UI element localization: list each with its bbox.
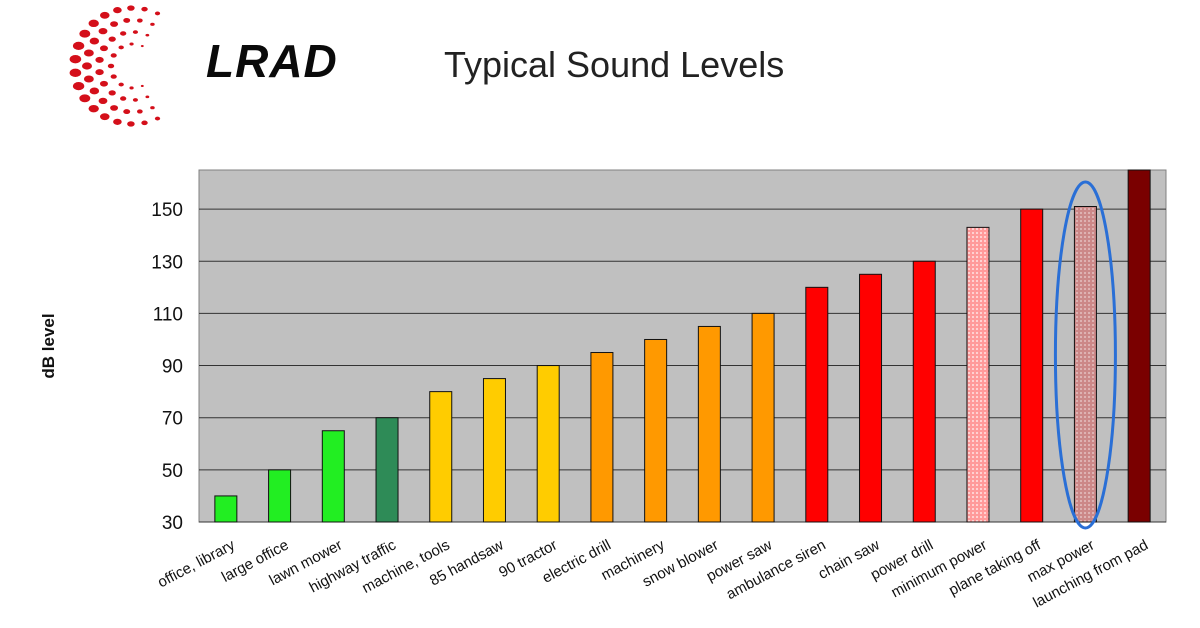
logo-dot: [123, 109, 131, 115]
logo-dot: [140, 45, 144, 48]
y-axis-label: dB level: [39, 313, 58, 378]
y-tick-label: 70: [162, 409, 183, 430]
bar: [482, 378, 506, 523]
logo-dot: [110, 105, 119, 111]
y-tick-label: 110: [153, 304, 183, 325]
logo-dot: [120, 31, 127, 36]
bar: [751, 312, 775, 523]
logo-dot: [108, 90, 116, 96]
bar: [805, 286, 829, 523]
logo-dot: [150, 22, 155, 26]
logo-dot: [88, 104, 99, 113]
logo-dot: [72, 41, 85, 50]
logo-dot: [89, 87, 100, 95]
logo-dot: [113, 118, 122, 125]
bar: [536, 365, 560, 523]
logo-dot: [141, 6, 148, 12]
logo-dot: [69, 55, 82, 64]
logo-dot: [95, 69, 104, 76]
bar: [321, 430, 345, 523]
logo-dot: [100, 113, 110, 121]
logo-dot: [98, 97, 108, 105]
logo-dot: [136, 18, 143, 23]
logo-dot: [123, 17, 131, 23]
lrad-logo-mark: [28, 2, 218, 132]
logo-dot: [113, 7, 122, 14]
bar: [429, 391, 453, 523]
logo-dot: [136, 109, 143, 114]
logo-dot: [145, 33, 150, 37]
logo-dot: [129, 86, 134, 90]
logo-dot: [82, 62, 92, 70]
logo-dot: [83, 75, 94, 83]
y-tick-label: 30: [162, 513, 183, 534]
y-tick-label: 130: [151, 252, 183, 273]
logo-dot: [88, 19, 99, 28]
logo-dot: [110, 53, 117, 58]
logo-dot: [129, 42, 134, 46]
logo-dot: [154, 11, 161, 16]
lrad-logo-text: LRAD: [206, 35, 338, 87]
logo-dot: [95, 56, 104, 63]
logo-dot: [107, 63, 115, 69]
bar: [912, 260, 936, 523]
bar: [268, 469, 292, 523]
bar: [966, 226, 990, 523]
bar: [644, 338, 668, 523]
logo-dot: [120, 96, 127, 101]
bar: [1073, 206, 1097, 523]
logo-dot: [118, 45, 124, 50]
logo-dot: [99, 80, 108, 87]
logo-dot: [100, 11, 110, 19]
plot-area: [198, 169, 1167, 523]
logo-dot: [83, 49, 94, 57]
logo-dot: [110, 21, 119, 27]
logo-dot: [145, 95, 150, 99]
bar: [1127, 169, 1151, 523]
bar: [697, 325, 721, 523]
logo-dot: [150, 106, 155, 110]
y-tick-label: 90: [162, 357, 183, 378]
logo-dot: [99, 45, 108, 52]
highlight-ellipse: [1053, 180, 1117, 530]
logo-dot: [79, 94, 91, 103]
logo-dot: [79, 29, 91, 38]
logo-dot: [141, 120, 148, 126]
bar: [859, 273, 883, 523]
logo-dot: [72, 82, 85, 91]
logo-dot: [89, 37, 100, 45]
bar: [1020, 208, 1044, 523]
logo-dot: [110, 74, 117, 79]
y-tick-label: 50: [162, 461, 183, 482]
logo-dot: [132, 98, 138, 102]
logo-dot: [154, 116, 161, 121]
page-title: Typical Sound Levels: [444, 44, 785, 85]
logo-dot: [108, 36, 116, 42]
bar: [375, 417, 399, 523]
logo-dot: [69, 68, 82, 77]
logo-dot: [132, 30, 138, 34]
logo-dot: [127, 121, 135, 127]
y-tick-label: 150: [151, 200, 183, 221]
logo-dot: [127, 5, 135, 11]
logo-dot: [98, 27, 108, 35]
logo-dot: [140, 84, 144, 87]
bar: [590, 352, 614, 523]
logo-dot: [118, 82, 124, 87]
bar: [214, 495, 238, 523]
